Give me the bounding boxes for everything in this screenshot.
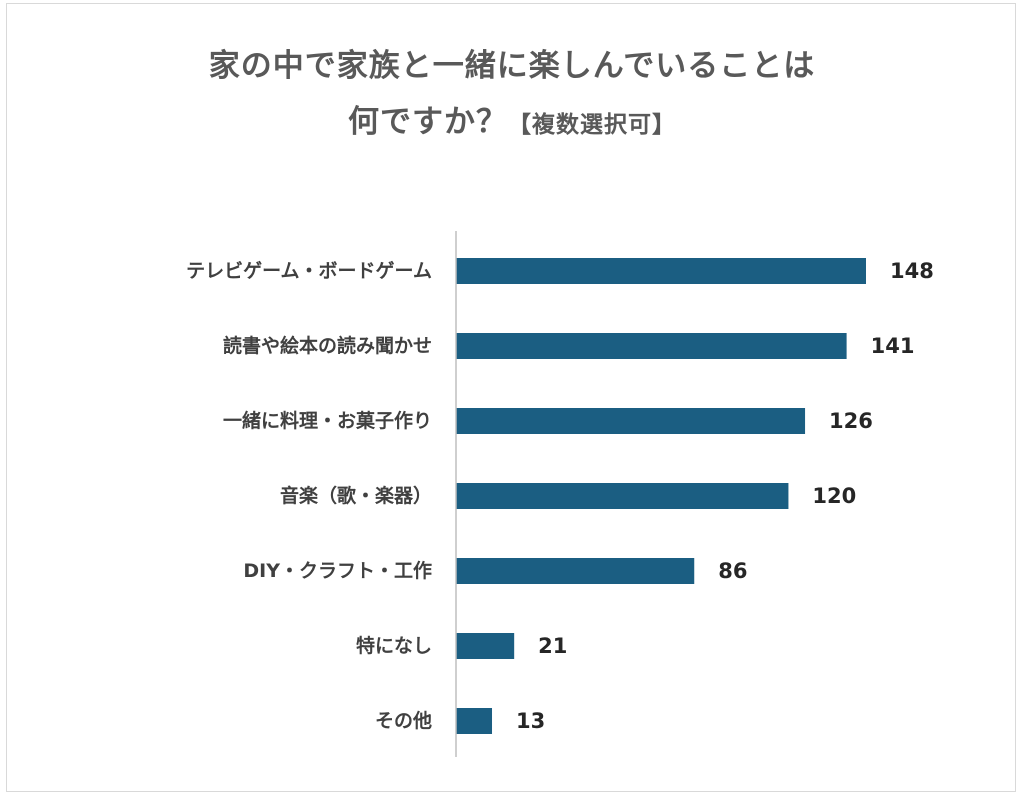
bar-1 [456, 333, 847, 359]
chart-title-line2: 何ですか？【複数選択可】 [0, 94, 1024, 153]
value-label-2: 126 [829, 409, 873, 433]
category-labels: テレビゲーム・ボードゲーム読書や絵本の読み聞かせ一緒に料理・お菓子作り音楽（歌・… [186, 260, 432, 732]
category-label-2: 一緒に料理・お菓子作り [223, 409, 432, 432]
value-label-3: 120 [812, 484, 856, 508]
value-label-0: 148 [890, 259, 934, 283]
bar-3 [456, 483, 789, 509]
category-label-0: テレビゲーム・ボードゲーム [186, 260, 432, 282]
value-label-6: 13 [516, 709, 545, 733]
chart-frame [6, 3, 1016, 792]
bar-4 [456, 558, 695, 584]
category-label-3: 音楽（歌・楽器） [280, 484, 432, 507]
bar-6 [456, 708, 493, 734]
category-label-5: 特になし [356, 635, 432, 657]
chart-title-line1: 家の中で家族と一緒に楽しんでいることは [208, 48, 816, 84]
value-label-5: 21 [538, 634, 567, 658]
value-labels: 148 141 126 120 86 21 13 [516, 259, 934, 733]
chart-title: 家の中で家族と一緒に楽しんでいることは 何ですか？【複数選択可】 [0, 38, 1024, 153]
value-label-1: 141 [871, 334, 915, 358]
bar-5 [456, 633, 515, 659]
bars [456, 258, 866, 734]
category-label-6: その他 [375, 709, 432, 732]
bar-2 [456, 408, 806, 434]
category-label-1: 読書や絵本の読み聞かせ [223, 334, 432, 357]
chart-title-note: 【複数選択可】 [508, 112, 676, 138]
chart-title-question: 何ですか？ [348, 104, 508, 140]
bar-0 [456, 258, 866, 284]
value-label-4: 86 [718, 559, 747, 583]
category-label-4: DIY・クラフト・工作 [243, 559, 432, 582]
